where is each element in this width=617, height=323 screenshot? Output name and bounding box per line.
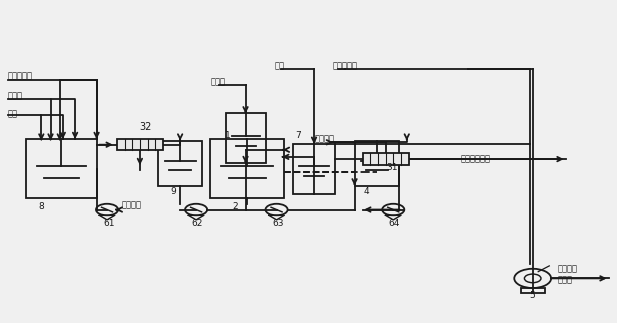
Bar (355, 141, 399, 185)
Text: 62: 62 (191, 219, 202, 228)
Text: 沉淀晶种: 沉淀晶种 (315, 135, 334, 144)
Text: 31: 31 (386, 163, 398, 172)
Text: 32: 32 (139, 122, 152, 132)
Text: 氟硅酸钠
副产品: 氟硅酸钠 副产品 (557, 265, 578, 284)
Text: 4: 4 (364, 187, 370, 196)
Text: 8: 8 (38, 203, 44, 212)
Bar (158, 141, 202, 185)
Bar (210, 139, 284, 198)
Text: 活性硅: 活性硅 (210, 77, 225, 86)
Text: 石膏产品: 石膏产品 (121, 200, 141, 209)
Text: 5: 5 (529, 291, 536, 300)
Bar (226, 113, 265, 163)
Text: 母液与洗液: 母液与洗液 (333, 61, 358, 70)
Text: 9: 9 (170, 187, 176, 196)
Text: 64: 64 (389, 219, 400, 228)
Text: 纯碱: 纯碱 (275, 61, 284, 70)
Bar (117, 139, 163, 150)
Text: 1: 1 (225, 131, 231, 140)
Text: 工艺水: 工艺水 (7, 91, 23, 100)
Bar (521, 288, 545, 293)
Text: 63: 63 (272, 219, 284, 228)
Bar (26, 139, 97, 198)
Text: 7: 7 (296, 131, 301, 140)
Text: 2: 2 (232, 203, 238, 212)
Bar (293, 144, 335, 193)
Text: 硫酸: 硫酸 (7, 109, 17, 118)
Text: 回收脱氟滤胺: 回收脱氟滤胺 (461, 154, 491, 163)
Bar (363, 153, 408, 165)
Text: 脱氟滤滤饼: 脱氟滤滤饼 (7, 71, 33, 80)
Text: 61: 61 (103, 219, 115, 228)
